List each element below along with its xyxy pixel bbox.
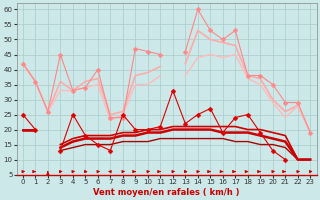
X-axis label: Vent moyen/en rafales ( km/h ): Vent moyen/en rafales ( km/h ) [93,188,240,197]
